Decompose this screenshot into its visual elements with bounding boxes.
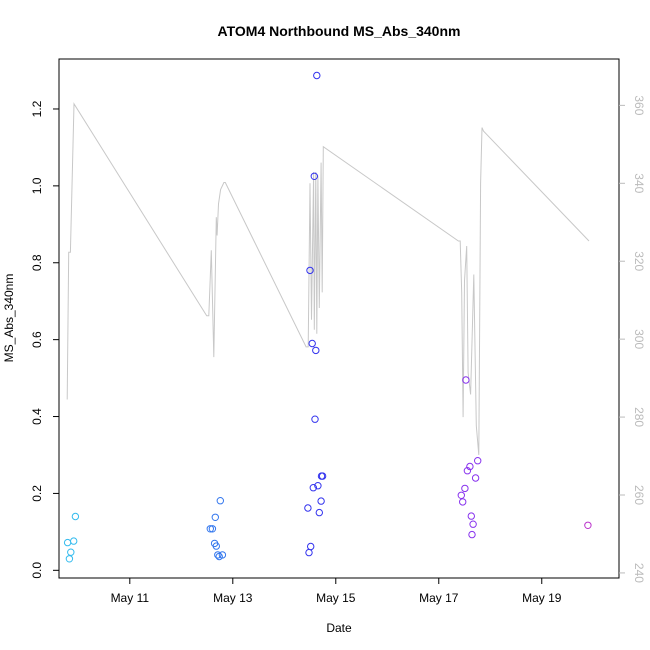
data-point [459,498,467,506]
data-point [308,339,316,348]
plot-frame [58,58,620,579]
data-point [467,512,475,520]
x-tick-label: May 13 [213,591,253,605]
y-axis-label: MS_Abs_340nm [2,274,16,363]
data-point [218,551,227,559]
chart-title: ATOM4 Northbound MS_Abs_340nm [218,23,461,39]
x-tick-label: May 19 [522,591,562,605]
data-point [474,457,482,465]
data-point [208,525,217,533]
data-point [311,415,319,423]
plot-area: 0.0 0.2 0.4 0.6 0.8 1.0 1.2 240 260 280 300 320 340 3… [30,58,646,605]
series-line [66,102,590,455]
data-point [310,172,318,181]
y2-tick-label: 360 [632,95,646,115]
y-tick-label: 0.4 [30,408,44,425]
data-point [307,542,315,551]
x-tick-label: May 15 [316,591,356,605]
data-point [466,462,474,471]
data-point [313,71,321,80]
data-point [471,474,480,482]
data-point [214,551,222,559]
x-axis-label: Date [326,621,352,635]
y-tick-label: 0.6 [30,331,44,348]
data-point [304,504,312,512]
data-point [469,520,477,528]
data-point [206,525,215,533]
data-point [70,537,78,545]
data-point [309,484,317,492]
y-tick-label: 0.0 [30,562,44,579]
data-point [211,513,220,521]
data-point [315,508,323,517]
data-point [318,472,327,480]
data-point [317,497,325,505]
y-tick-label: 0.8 [30,254,44,271]
data-point [314,482,322,490]
x-tick-label: May 11 [111,591,150,605]
y2-tick-label: 240 [632,563,646,583]
y2-tick-label: 260 [632,485,646,505]
y2-tick-label: 280 [632,407,646,427]
data-point [71,512,80,521]
y2-tick-label: 340 [632,173,646,193]
data-point [584,521,592,529]
data-point [212,542,221,550]
data-point [468,530,476,539]
y2-tick-label: 320 [632,251,646,271]
data-point [216,497,225,505]
y-tick-label: 0.2 [30,485,44,502]
data-point [461,484,469,493]
x-tick-label: May 17 [419,591,459,605]
data-point [306,266,314,275]
y-tick-label: 1.2 [30,100,44,117]
data-point [463,467,472,475]
data-point [312,346,320,355]
data-point [67,548,75,556]
data-point [462,376,470,384]
y-tick-label: 1.0 [30,177,44,194]
y2-tick-label: 300 [632,329,646,349]
